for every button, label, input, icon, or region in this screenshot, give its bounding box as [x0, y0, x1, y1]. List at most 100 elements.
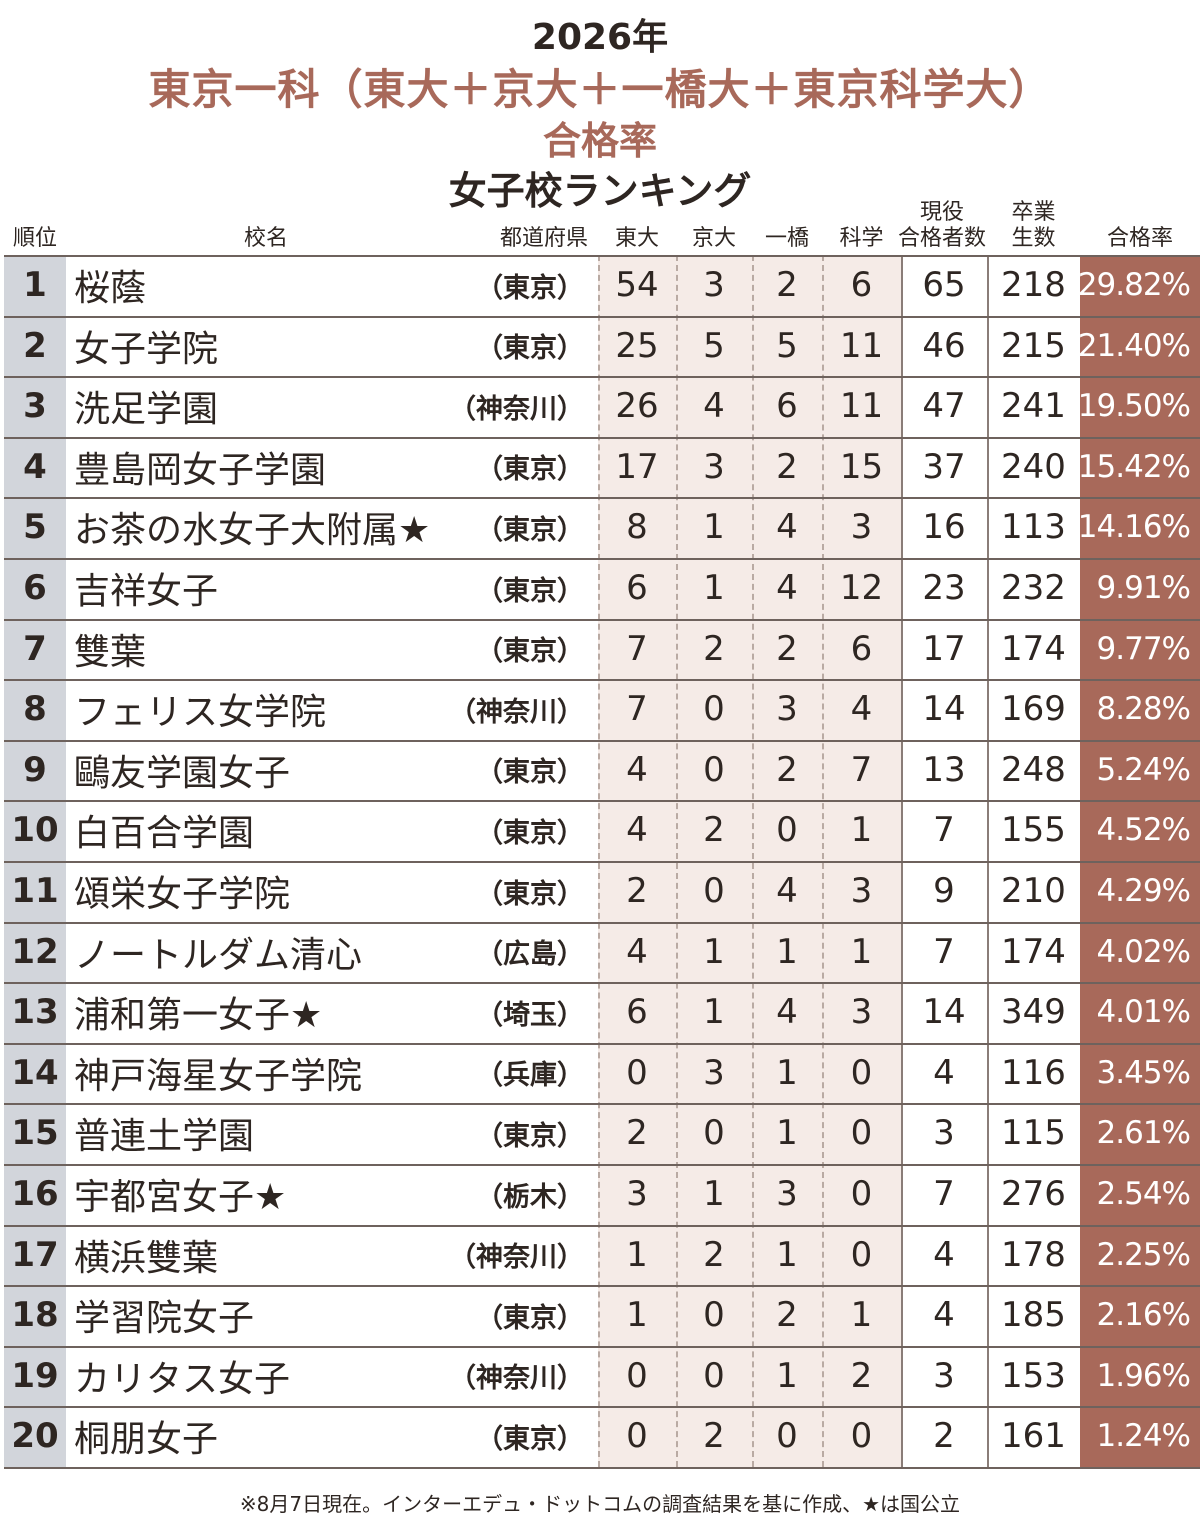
table-row: 19 カリタス女子 （神奈川） 0 0 1 2 3 153 1.96% [4, 1346, 1200, 1406]
graduates-count-cell: 276 [1001, 1174, 1066, 1214]
todai-count-cell: 0 [626, 1355, 648, 1396]
prefecture-cell: （東京） [476, 333, 584, 365]
hitotsubashi-count-cell: 2 [776, 446, 798, 487]
rank-cell: 2 [23, 325, 47, 366]
row-divider [4, 497, 1200, 500]
rank-cell: 7 [23, 628, 47, 669]
kagaku-count-cell: 6 [850, 265, 873, 305]
school-name-cell: 桜蔭 [74, 268, 147, 309]
kyodai-count-cell: 0 [703, 749, 725, 790]
hitotsubashi-count-cell: 1 [776, 1052, 798, 1093]
row-divider [4, 1042, 1200, 1045]
hitotsubashi-count-cell: 0 [776, 1416, 798, 1457]
pass-rate-cell: 21.40% [1077, 327, 1191, 364]
passers-count-cell: 3 [933, 1355, 955, 1396]
prefecture-cell: （東京） [476, 1120, 584, 1152]
school-name-cell: 学習院女子 [74, 1298, 255, 1340]
footnote: ※8月7日現在。インターエデュ・ドットコムの調査結果を基に作成、★は国公立 [239, 1492, 961, 1516]
kyodai-count-cell: 4 [703, 386, 725, 427]
table-row: 6 吉祥女子 （東京） 6 1 4 12 23 232 9.91% [4, 558, 1200, 618]
table-row: 13 浦和第一女子★ （埼玉） 6 1 4 3 14 349 4.01% [4, 982, 1200, 1042]
todai-count-cell: 0 [626, 1416, 648, 1457]
kagaku-count-cell: 15 [839, 446, 884, 487]
table-row: 10 白百合学園 （東京） 4 2 0 1 7 155 4.52% [4, 800, 1200, 860]
kyodai-count-cell: 2 [703, 810, 725, 851]
kyodai-count-cell: 3 [703, 446, 725, 487]
rank-cell: 16 [11, 1174, 59, 1214]
school-name-cell: 白百合学園 [74, 813, 255, 855]
graduates-count-cell: 210 [1001, 871, 1066, 911]
prefecture-cell: （埼玉） [476, 999, 584, 1031]
kyodai-count-cell: 3 [703, 1052, 725, 1093]
passers-count-cell: 23 [922, 568, 966, 608]
graduates-count-cell: 241 [1001, 386, 1066, 427]
pass-rate-cell: 8.28% [1096, 691, 1191, 728]
passers-count-cell: 7 [933, 931, 955, 972]
pass-rate-cell: 2.61% [1096, 1115, 1191, 1152]
kagaku-count-cell: 1 [850, 931, 873, 972]
header-name: 校名 [243, 226, 288, 251]
todai-count-cell: 2 [626, 1113, 648, 1154]
ranking-table: 1 桜蔭 （東京） 54 3 2 6 65 218 29.82% 2 女子学院 （東京） 25 5 5 11 46… [4, 255, 1200, 1469]
header-sotsugyo: 卒業 生数 [1011, 200, 1056, 251]
table-row: 1 桜蔭 （東京） 54 3 2 6 65 218 29.82% [4, 255, 1200, 315]
table-row: 11 頌栄女子学院 （東京） 2 0 4 3 9 210 4.29% [4, 861, 1200, 921]
prefecture-cell: （東京） [476, 454, 584, 486]
graduates-count-cell: 115 [1001, 1113, 1066, 1154]
school-name-cell: 浦和第一女子★ [74, 995, 323, 1037]
graduates-count-cell: 174 [1001, 931, 1066, 972]
passers-count-cell: 14 [922, 992, 966, 1033]
kyodai-count-cell: 1 [703, 1174, 725, 1214]
row-divider [4, 558, 1200, 560]
row-divider [4, 679, 1200, 682]
rank-cell: 4 [23, 446, 47, 487]
graduates-count-cell: 178 [1001, 1234, 1066, 1275]
school-name-cell: 桐朋女子 [74, 1419, 219, 1461]
kyodai-count-cell: 0 [703, 1355, 725, 1396]
pass-rate-cell: 9.91% [1096, 570, 1191, 606]
graduates-count-cell: 232 [1001, 568, 1066, 608]
school-name-cell: 吉祥女子 [74, 571, 219, 612]
rank-cell: 20 [11, 1416, 59, 1457]
kagaku-count-cell: 0 [850, 1234, 873, 1275]
prefecture-cell: （神奈川） [449, 1363, 584, 1395]
school-name-cell: 女子学院 [74, 328, 219, 370]
passers-count-cell: 37 [922, 446, 966, 487]
header-rate: 合格率 [1106, 226, 1173, 251]
hitotsubashi-count-cell: 4 [776, 507, 798, 548]
table-row: 18 学習院女子 （東京） 1 0 2 1 4 185 2.16% [4, 1285, 1200, 1345]
passers-count-cell: 4 [933, 1295, 955, 1336]
header-pref: 都道府県 [499, 226, 588, 251]
passers-count-cell: 4 [933, 1052, 955, 1093]
prefecture-cell: （神奈川） [449, 696, 584, 728]
header-kyoto: 京大 [691, 226, 736, 251]
row-divider [4, 1164, 1200, 1166]
kagaku-count-cell: 1 [850, 1295, 873, 1336]
todai-count-cell: 26 [615, 386, 659, 427]
pass-rate-cell: 2.54% [1096, 1176, 1191, 1212]
hitotsubashi-count-cell: 4 [776, 568, 798, 608]
pass-rate-cell: 4.29% [1096, 873, 1191, 909]
title-ranking: 女子校ランキング [448, 169, 752, 213]
school-name-cell: 横浜雙葉 [74, 1237, 219, 1279]
hitotsubashi-count-cell: 2 [776, 628, 798, 669]
passers-count-cell: 3 [933, 1113, 955, 1154]
todai-count-cell: 6 [626, 568, 648, 608]
todai-count-cell: 7 [626, 689, 648, 730]
todai-count-cell: 25 [615, 325, 659, 366]
pass-rate-cell: 2.25% [1096, 1236, 1191, 1273]
header-hitotsubashi: 一橋 [764, 226, 809, 251]
row-divider [4, 800, 1200, 803]
table-row: 2 女子学院 （東京） 25 5 5 11 46 215 21.40% [4, 316, 1200, 376]
passers-count-cell: 46 [922, 325, 966, 366]
graduates-count-cell: 169 [1001, 689, 1066, 730]
rank-cell: 17 [11, 1234, 59, 1275]
pass-rate-cell: 1.24% [1096, 1418, 1191, 1455]
pass-rate-cell: 4.01% [1096, 994, 1191, 1031]
prefecture-cell: （東京） [476, 575, 584, 607]
prefecture-cell: （東京） [476, 272, 584, 304]
passers-count-cell: 47 [922, 386, 966, 427]
passers-count-cell: 7 [933, 1174, 955, 1214]
rank-cell: 8 [23, 689, 47, 730]
kagaku-count-cell: 0 [850, 1052, 873, 1093]
